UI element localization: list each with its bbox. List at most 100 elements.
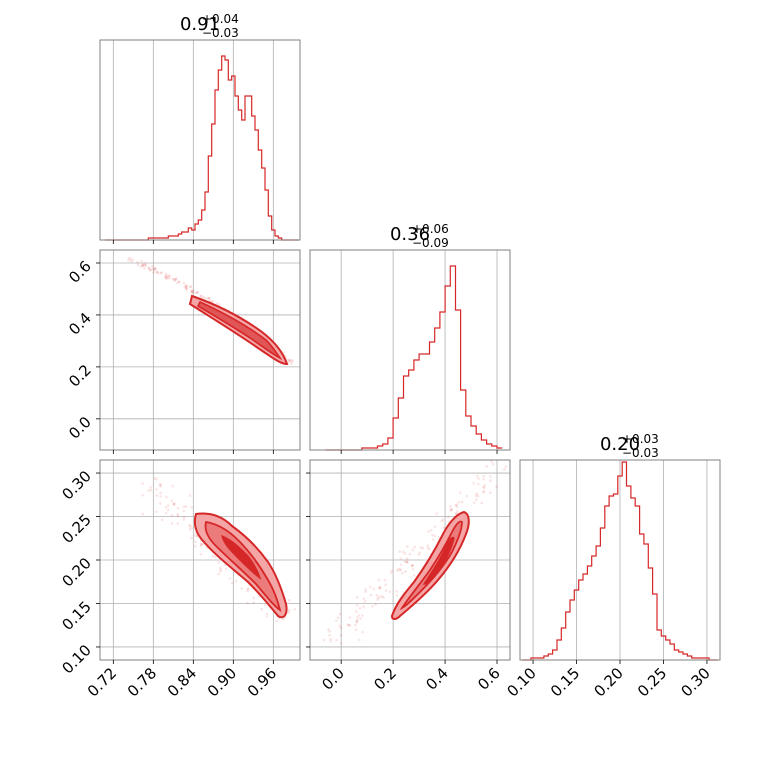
cloud-21-point-67 (411, 564, 415, 567)
cloud-21-point-20 (390, 569, 394, 572)
param1-vs-param3-xtick-label-3: 0.90 (204, 664, 240, 700)
cloud-20-point-70 (166, 504, 170, 507)
cloud-20-point-36 (235, 579, 238, 583)
cloud-20-point-107 (159, 483, 162, 487)
cloud-21-point-65 (405, 545, 409, 548)
cloud-20-point-144 (176, 512, 180, 516)
scatter-points-param2-vs-param3 (322, 460, 508, 645)
title-param1-minus: −0.03 (202, 26, 239, 40)
cloud-21-point-130 (399, 563, 403, 566)
cloud-10-point-125 (171, 277, 174, 281)
cloud-21-point-131 (482, 478, 485, 481)
cloud-10-point-7 (165, 274, 168, 278)
cloud-20-point-64 (219, 568, 222, 571)
cloud-21-point-16 (476, 494, 480, 498)
cloud-20-point-145 (265, 612, 269, 616)
cloud-21-point-114 (379, 585, 382, 589)
cloud-21-point-70 (340, 626, 343, 630)
cloud-20-point-105 (165, 495, 168, 499)
cloud-20-point-14 (287, 608, 291, 612)
cloud-10-point-22 (164, 272, 168, 276)
data-layer (105, 55, 718, 661)
cloud-10-point-97 (129, 257, 132, 261)
cloud-20-point-30 (252, 596, 255, 600)
cloud-10-point-4 (155, 270, 159, 274)
title-param3-value: 0.20 (600, 434, 640, 455)
cloud-10-point-126 (185, 286, 189, 290)
cloud-21-point-69 (398, 569, 402, 572)
cloud-21-point-82 (495, 485, 498, 488)
cloud-20-point-103 (155, 478, 158, 481)
cloud-20-point-112 (172, 503, 176, 506)
panel-param1-vs-param2 (99, 249, 301, 451)
param1-vs-param2-ytick-label-0: 0.0 (65, 413, 95, 443)
cloud-10-point-19 (290, 362, 293, 366)
cloud-21-point-86 (482, 474, 485, 478)
cloud-10-point-79 (163, 275, 167, 279)
cloud-21-point-150 (504, 465, 508, 469)
param1-vs-param2-ytick-label-1: 0.2 (65, 361, 95, 391)
cloud-21-point-103 (482, 486, 485, 489)
cloud-21-point-127 (355, 604, 359, 607)
cloud-21-point-52 (359, 617, 362, 620)
cloud-20-point-131 (193, 544, 197, 548)
cloud-10-point-72 (136, 261, 139, 264)
cloud-21-point-18 (363, 600, 367, 603)
cloud-10-point-127 (150, 267, 154, 271)
hist-param3-steps (522, 461, 718, 661)
cloud-21-point-66 (450, 507, 454, 511)
cloud-10-point-48 (147, 267, 151, 270)
cloud-21-point-154 (382, 596, 385, 599)
cloud-20-point-129 (199, 542, 203, 546)
cloud-21-point-22 (411, 548, 415, 552)
title-param3-minus: −0.03 (622, 446, 659, 460)
cloud-21-point-96 (459, 491, 462, 495)
cloud-21-point-151 (410, 564, 414, 567)
cloud-21-point-30 (336, 616, 340, 619)
cloud-21-point-71 (355, 596, 359, 599)
cloud-10-point-66 (141, 264, 144, 268)
cloud-21-point-26 (398, 550, 402, 553)
cloud-10-point-21 (152, 271, 155, 274)
cloud-21-point-7 (455, 512, 458, 515)
cloud-21-point-32 (460, 500, 464, 504)
cloud-21-point-9 (357, 614, 361, 617)
cloud-10-point-91 (142, 263, 145, 267)
param1-vs-param3-xtick-label-4: 0.96 (244, 664, 280, 700)
cloud-21-point-155 (355, 620, 359, 623)
contour-inner-param2-vs-param3 (422, 536, 455, 585)
cloud-20-point-23 (159, 485, 162, 488)
cloud-10-point-45 (168, 274, 171, 278)
title-param1: 0.91 (180, 14, 220, 35)
cloud-21-point-68 (477, 477, 480, 480)
cloud-21-point-42 (492, 462, 495, 466)
cloud-10-point-63 (177, 280, 181, 284)
cloud-21-point-47 (482, 490, 486, 493)
cloud-10-point-117 (289, 358, 292, 362)
cloud-21-point-3 (449, 508, 453, 512)
cloud-20-point-114 (159, 483, 162, 486)
cloud-10-point-133 (183, 285, 187, 289)
param1-vs-param3-xtick-label-0: 0.72 (84, 664, 120, 700)
cloud-21-point-53 (475, 498, 478, 501)
cloud-21-point-0 (455, 505, 459, 509)
cloud-21-point-64 (405, 560, 408, 564)
cloud-10-point-124 (175, 277, 178, 280)
cloud-20-point-137 (246, 601, 249, 605)
title-param2: 0.36 (390, 224, 430, 245)
cloud-21-point-40 (447, 515, 450, 519)
cloud-21-point-63 (406, 560, 409, 564)
cloud-21-point-126 (364, 590, 367, 593)
cloud-20-point-146 (264, 603, 267, 607)
cloud-21-point-141 (358, 606, 362, 610)
cloud-20-point-85 (230, 581, 234, 585)
cloud-10-point-26 (153, 267, 157, 270)
cloud-10-point-78 (202, 295, 206, 299)
cloud-10-point-37 (191, 290, 194, 294)
cloud-10-point-88 (189, 285, 192, 288)
hist-param2-steps (325, 265, 503, 451)
cloud-21-point-60 (442, 526, 446, 530)
cloud-20-point-8 (200, 542, 203, 546)
cloud-21-point-46 (369, 593, 373, 597)
cloud-10-point-2 (173, 279, 177, 283)
